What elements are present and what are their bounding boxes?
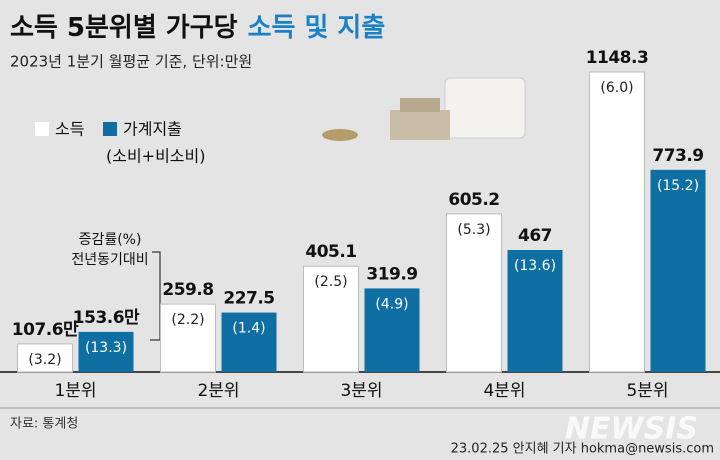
x-tick-label: 3분위 xyxy=(340,381,382,401)
money-illustration xyxy=(322,77,526,141)
legend-note: (소비+비소비) xyxy=(106,147,206,166)
x-tick-label: 2분위 xyxy=(197,381,239,401)
annotation: 증감률(%) xyxy=(79,232,142,248)
growth-label: (3.2) xyxy=(28,352,61,368)
value-label: 605.2 xyxy=(448,190,499,210)
growth-label: (2.2) xyxy=(171,312,204,328)
value-label: 227.5 xyxy=(223,289,274,309)
chart-title: 소득 5분위별 가구당 소득 및 지출 xyxy=(10,13,385,43)
value-label: 467 xyxy=(518,226,552,246)
legend-swatch xyxy=(35,122,49,136)
value-label: 405.1 xyxy=(305,242,356,262)
source: 자료: 통계청 xyxy=(10,417,78,432)
bar xyxy=(446,213,502,373)
credit: 23.02.25 안지혜 기자 hokma@newsis.com xyxy=(451,442,714,457)
growth-label: (5.3) xyxy=(457,222,490,238)
watermark: NEWSIS xyxy=(565,412,698,447)
growth-label: (13.3) xyxy=(85,340,127,356)
subtitle: 2023년 1분기 월평균 기준, 단위:만원 xyxy=(10,53,252,71)
title-main: 소득 5분위별 가구당 xyxy=(10,13,238,43)
growth-label: (4.9) xyxy=(375,296,408,312)
growth-label: (6.0) xyxy=(600,80,633,96)
value-label: 773.9 xyxy=(652,146,703,166)
legend-label: 가계지출 xyxy=(123,120,182,139)
value-label: 107.6만 xyxy=(12,320,79,340)
bar xyxy=(650,169,706,372)
value-label: 259.8 xyxy=(162,280,213,300)
value-label: 1148.3 xyxy=(586,48,649,68)
growth-label: (2.5) xyxy=(314,274,347,290)
bar xyxy=(303,265,359,373)
x-tick-label: 1분위 xyxy=(54,381,96,401)
value-label: 153.6만 xyxy=(73,308,140,328)
legend-label: 소득 xyxy=(55,120,84,139)
x-tick-label: 5분위 xyxy=(626,381,668,401)
annotation-connector xyxy=(150,251,161,341)
bar xyxy=(160,303,216,373)
bar xyxy=(78,331,134,372)
legend-swatch xyxy=(103,122,117,136)
bar xyxy=(364,288,420,372)
bar xyxy=(589,71,645,373)
bar xyxy=(221,312,277,372)
growth-label: (15.2) xyxy=(657,178,699,194)
annotation: 전년동기대비 xyxy=(71,252,148,268)
title-highlight: 소득 및 지출 xyxy=(248,13,386,43)
value-label: 319.9 xyxy=(366,264,417,284)
growth-label: (1.4) xyxy=(232,321,265,337)
x-tick-label: 4분위 xyxy=(483,381,525,401)
bar xyxy=(17,343,73,373)
growth-label: (13.6) xyxy=(514,258,556,274)
bar xyxy=(507,249,563,372)
